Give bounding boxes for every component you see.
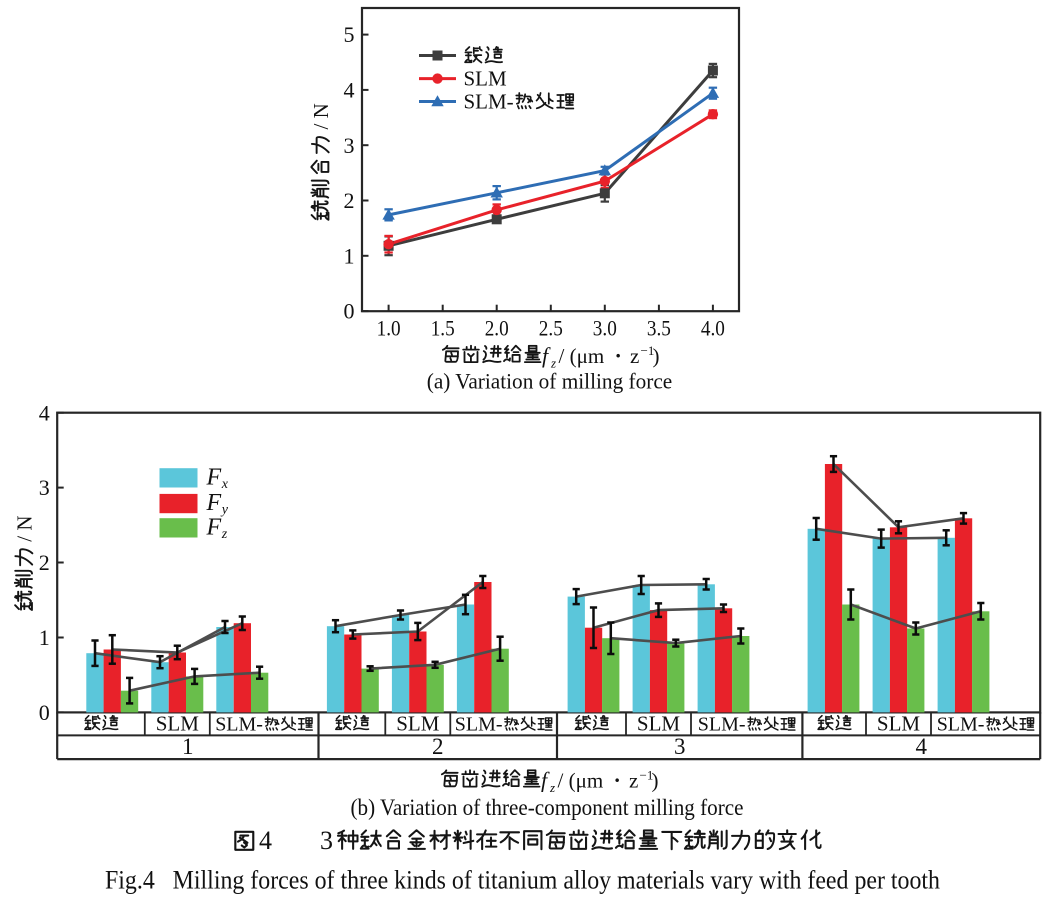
svg-text:f: f (541, 767, 550, 792)
svg-text:0: 0 (344, 299, 355, 324)
svg-text:2.5: 2.5 (539, 316, 563, 341)
svg-text:): ) (653, 344, 660, 368)
svg-text:4: 4 (344, 78, 355, 103)
svg-text:/ (μm: / (μm (558, 768, 604, 792)
svg-text:y: y (220, 503, 229, 518)
svg-text:(b) Variation of three-compone: (b) Variation of three-component milling… (351, 795, 744, 820)
svg-text:z: z (221, 527, 228, 542)
svg-text:F: F (206, 514, 222, 540)
svg-text:x: x (221, 477, 229, 492)
svg-text:3.0: 3.0 (593, 316, 617, 341)
svg-text:1.0: 1.0 (377, 316, 401, 341)
svg-text:z: z (550, 355, 556, 370)
svg-text:3: 3 (674, 734, 686, 759)
svg-text:0: 0 (39, 700, 50, 725)
svg-text:Fig.4 Milling forces of thre: Fig.4 Milling forces of three kinds of t… (105, 866, 940, 895)
svg-text:1: 1 (39, 625, 50, 650)
svg-text:z: z (630, 344, 639, 368)
svg-text:4: 4 (39, 400, 50, 425)
svg-text:3.5: 3.5 (647, 316, 671, 341)
svg-text:5: 5 (344, 22, 355, 47)
svg-text:/ (μm: / (μm (559, 344, 605, 368)
svg-text:−1: −1 (641, 343, 655, 358)
svg-text:2: 2 (344, 188, 355, 213)
svg-text:/ N: / N (309, 103, 333, 129)
svg-text:SLM-: SLM- (937, 714, 985, 736)
svg-text:4.0: 4.0 (701, 316, 725, 341)
svg-text:/ N: / N (13, 515, 37, 541)
svg-text:SLM: SLM (156, 712, 200, 736)
svg-text:F: F (206, 464, 222, 490)
svg-text:z: z (549, 780, 555, 795)
svg-text:3: 3 (344, 133, 355, 158)
svg-text:SLM-: SLM- (215, 714, 263, 736)
svg-text:−1: −1 (640, 767, 654, 782)
svg-text:SLM: SLM (877, 712, 921, 736)
svg-text:3: 3 (320, 826, 333, 855)
svg-text:SLM-: SLM- (464, 90, 514, 114)
svg-text:3: 3 (39, 475, 50, 500)
svg-text:SLM: SLM (396, 712, 440, 736)
svg-text:·: · (615, 343, 622, 368)
svg-text:·: · (614, 767, 621, 792)
svg-text:4: 4 (259, 826, 272, 855)
svg-text:z: z (629, 768, 638, 792)
svg-text:F: F (206, 490, 222, 516)
svg-text:2.0: 2.0 (485, 316, 509, 341)
svg-text:): ) (652, 768, 659, 792)
svg-text:1.5: 1.5 (431, 316, 455, 341)
svg-text:SLM-: SLM- (698, 714, 746, 736)
svg-text:1: 1 (344, 243, 355, 268)
svg-text:2: 2 (432, 734, 444, 759)
svg-text:SLM: SLM (464, 67, 508, 91)
svg-text:SLM: SLM (637, 712, 681, 736)
svg-text:(a) Variation of milling force: (a) Variation of milling force (427, 369, 673, 394)
svg-text:2: 2 (39, 550, 50, 575)
svg-text:1: 1 (182, 734, 194, 759)
svg-text:4: 4 (916, 734, 928, 759)
svg-text:SLM-: SLM- (455, 714, 503, 736)
svg-text:f: f (542, 343, 551, 368)
